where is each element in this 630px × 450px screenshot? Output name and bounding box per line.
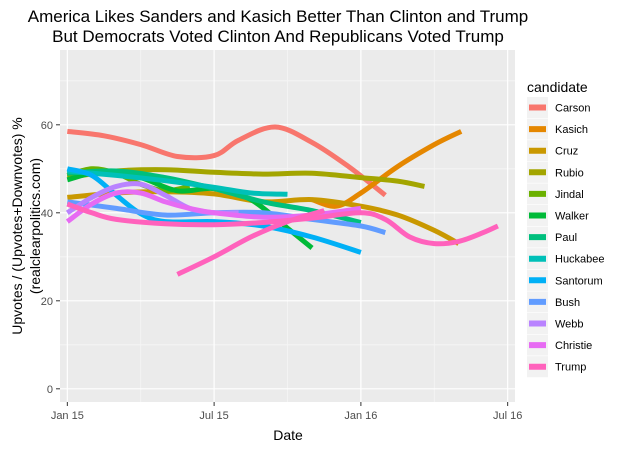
legend-item-paul: Paul bbox=[527, 226, 577, 248]
legend-item-rubio: Rubio bbox=[527, 161, 584, 183]
series-line-trump bbox=[66, 201, 499, 247]
legend-label: Trump bbox=[555, 362, 586, 374]
y-axis-title-line-1: Upvotes / (Upvotes+Downvotes) % bbox=[9, 117, 25, 334]
series-layer bbox=[65, 124, 499, 277]
legend-label: Jindal bbox=[555, 189, 584, 201]
x-tick-label: Jul 16 bbox=[493, 410, 522, 422]
legend-label: Christie bbox=[555, 340, 592, 352]
chart-title-line-2: But Democrats Voted Clinton And Republic… bbox=[52, 27, 504, 46]
series-line-huckabee bbox=[67, 168, 288, 197]
legend-label: Rubio bbox=[555, 167, 584, 179]
legend: candidate Carson Kasich Cruz Rubio Jindal Wal… bbox=[527, 79, 605, 378]
legend-label: Paul bbox=[555, 232, 577, 244]
legend-item-huckabee: Huckabee bbox=[527, 248, 605, 270]
x-tick-label: Jul 15 bbox=[199, 410, 228, 422]
legend-label: Carson bbox=[555, 103, 590, 115]
legend-label: Santorum bbox=[555, 275, 603, 287]
legend-item-santorum: Santorum bbox=[527, 269, 603, 291]
series-line-christie bbox=[65, 189, 362, 224]
legend-label: Cruz bbox=[555, 146, 578, 158]
y-axis-title-line-2: (realclearpolitics.com) bbox=[27, 158, 43, 294]
legend-label: Bush bbox=[555, 297, 580, 309]
legend-item-carson: Carson bbox=[527, 97, 590, 118]
x-tick-label: Jan 16 bbox=[344, 410, 377, 422]
legend-item-kasich: Kasich bbox=[527, 118, 588, 140]
legend-label: Webb bbox=[555, 319, 584, 331]
legend-title: candidate bbox=[527, 79, 588, 95]
y-tick-label: 20 bbox=[41, 296, 53, 308]
series-line-carson bbox=[67, 124, 387, 198]
y-tick-label: 40 bbox=[41, 208, 53, 220]
legend-item-jindal: Jindal bbox=[527, 183, 584, 205]
x-axis: Jan 15 Jul 15 Jan 16 Jul 16 bbox=[51, 402, 522, 422]
x-tick-label: Jan 15 bbox=[51, 410, 84, 422]
legend-item-cruz: Cruz bbox=[527, 140, 578, 162]
legend-item-trump: Trump bbox=[527, 356, 586, 378]
legend-label: Kasich bbox=[555, 124, 588, 136]
y-tick-label: 60 bbox=[41, 120, 53, 132]
y-tick-label: 0 bbox=[47, 384, 53, 396]
chart-title-line-1: America Likes Sanders and Kasich Better … bbox=[28, 7, 529, 26]
legend-label: Huckabee bbox=[555, 254, 605, 266]
series-line-trump-early bbox=[176, 208, 325, 277]
legend-item-bush: Bush bbox=[527, 291, 580, 313]
legend-item-christie: Christie bbox=[527, 334, 592, 356]
x-axis-title: Date bbox=[273, 427, 303, 443]
legend-item-walker: Walker bbox=[527, 205, 589, 226]
y-axis: 0 20 40 60 bbox=[41, 120, 60, 396]
legend-label: Walker bbox=[555, 211, 589, 223]
legend-item-webb: Webb bbox=[527, 313, 584, 334]
